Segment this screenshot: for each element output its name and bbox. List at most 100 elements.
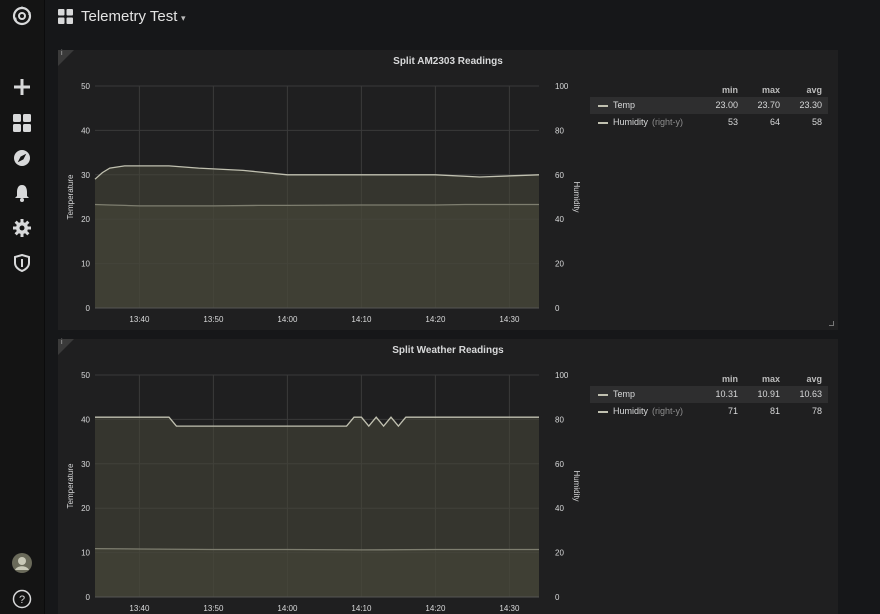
legend-row-temp[interactable]: Temp 23.00 23.70 23.30 [590,97,828,114]
help-icon[interactable]: ? [10,587,34,611]
y2-tick-label: 60 [555,460,564,469]
y-tick-label: 30 [81,171,90,180]
legend-header: min max avg [590,83,828,97]
y2-tick-label: 100 [555,371,569,380]
series-color-swatch[interactable] [598,105,608,107]
x-tick-label: 14:10 [351,315,372,324]
y-tick-label: 0 [86,304,91,313]
x-tick-label: 14:00 [277,315,298,324]
legend-min: 23.00 [715,100,738,110]
y2-tick-label: 20 [555,260,564,269]
y2-tick-label: 40 [555,504,564,513]
legend-max: 81 [769,406,780,416]
chevron-down-icon[interactable]: ▾ [181,13,186,23]
x-tick-label: 14:30 [499,315,520,324]
x-tick-label: 13:40 [129,315,150,324]
legend-header-avg[interactable]: avg [806,85,822,95]
legend-avg: 10.63 [799,389,822,399]
y-axis-label: Temperature [66,463,75,508]
legend-max: 64 [769,117,780,127]
grafana-logo-icon[interactable] [10,4,34,28]
legend-header-min[interactable]: min [721,85,738,95]
series-area-humidity [95,417,539,597]
graph-legend: min max avg Temp 10.31 10.91 10.63 Humid… [590,372,828,420]
plus-icon[interactable] [10,75,34,99]
panel-resize-handle[interactable] [829,321,834,326]
settings-gear-icon[interactable] [10,216,34,240]
y-tick-label: 50 [81,371,90,380]
user-avatar-icon[interactable] [10,551,34,575]
y2-axis-label: Humidity [572,470,581,501]
x-tick-label: 14:10 [351,604,372,613]
legend-name-text: Temp [613,389,636,399]
legend-row-temp[interactable]: Temp 10.31 10.91 10.63 [590,386,828,403]
legend-header: min max avg [590,372,828,386]
legend-avg: 78 [811,406,822,416]
graph-legend: min max avg Temp 23.00 23.70 23.30 Humid… [590,83,828,131]
series-color-swatch[interactable] [598,411,608,413]
y2-tick-label: 40 [555,215,564,224]
y-tick-label: 40 [81,415,90,424]
y2-tick-label: 80 [555,415,564,424]
y-tick-label: 20 [81,504,90,513]
alerting-bell-icon[interactable] [10,181,34,205]
graph-panel-am2303: i Split AM2303 Readings 0 0 10 20 20 40 30 60 40… [58,50,838,330]
shield-icon[interactable] [10,251,34,275]
graph-chart[interactable]: 0 0 10 20 20 40 30 60 40 80 50 100 13:40 13:50 14:00 14… [58,72,590,330]
dashboards-icon[interactable] [10,111,34,135]
series-color-swatch[interactable] [598,122,608,124]
sidebar: ? [0,0,45,614]
legend-avg: 58 [811,117,822,127]
explore-icon[interactable] [10,146,34,170]
x-tick-label: 13:50 [203,604,224,613]
legend-name-text: Humidity [613,406,649,416]
info-icon: i [61,339,63,346]
y2-tick-label: 20 [555,549,564,558]
legend-header-min[interactable]: min [721,374,738,384]
legend-avg: 23.30 [799,100,822,110]
y2-tick-label: 60 [555,171,564,180]
legend-min: 53 [727,117,738,127]
graph-panel-weather: i Split Weather Readings 0 0 10 20 20 40 30 60 4… [58,339,838,614]
y-tick-label: 10 [81,260,90,269]
dashboard-title[interactable]: Telemetry Test [81,8,178,25]
x-tick-label: 14:20 [425,315,446,324]
legend-min: 71 [727,406,738,416]
legend-axis-tag: (right-y) [652,117,684,127]
x-tick-label: 13:40 [129,604,150,613]
legend-max: 10.91 [757,389,780,399]
legend-row-humidity[interactable]: Humidity (right-y) 53 64 58 [590,114,828,131]
panel-info-corner[interactable] [58,339,74,355]
legend-min: 10.31 [715,389,738,399]
graph-chart[interactable]: 0 0 10 20 20 40 30 60 40 80 50 100 13:40 13:50 14:00 14… [58,361,590,614]
y-tick-label: 30 [81,460,90,469]
y2-tick-label: 0 [555,593,560,602]
y-tick-label: 40 [81,126,90,135]
legend-series-name[interactable]: Temp [613,389,639,399]
panel-title[interactable]: Split Weather Readings [392,345,504,356]
y-tick-label: 10 [81,549,90,558]
x-tick-label: 14:20 [425,604,446,613]
series-color-swatch[interactable] [598,394,608,396]
y-axis-label: Temperature [66,174,75,219]
panel-title[interactable]: Split AM2303 Readings [393,56,503,67]
series-line-humidity [94,165,540,180]
help-label: ? [19,594,25,606]
legend-axis-tag: (right-y) [652,406,684,416]
legend-row-humidity[interactable]: Humidity (right-y) 71 81 78 [590,403,828,420]
x-tick-label: 14:00 [277,604,298,613]
y2-axis-label: Humidity [572,181,581,212]
legend-series-name[interactable]: Humidity (right-y) [613,406,683,416]
legend-header-avg[interactable]: avg [806,374,822,384]
x-tick-label: 14:30 [499,604,520,613]
legend-series-name[interactable]: Temp [613,100,639,110]
dashboard-grid-icon [58,9,73,29]
y-tick-label: 20 [81,215,90,224]
legend-header-max[interactable]: max [761,85,780,95]
x-tick-label: 13:50 [203,315,224,324]
y2-tick-label: 80 [555,126,564,135]
legend-header-max[interactable]: max [761,374,780,384]
series-area-humidity [95,165,539,308]
legend-series-name[interactable]: Humidity (right-y) [613,117,683,127]
panel-info-corner[interactable] [58,50,74,66]
